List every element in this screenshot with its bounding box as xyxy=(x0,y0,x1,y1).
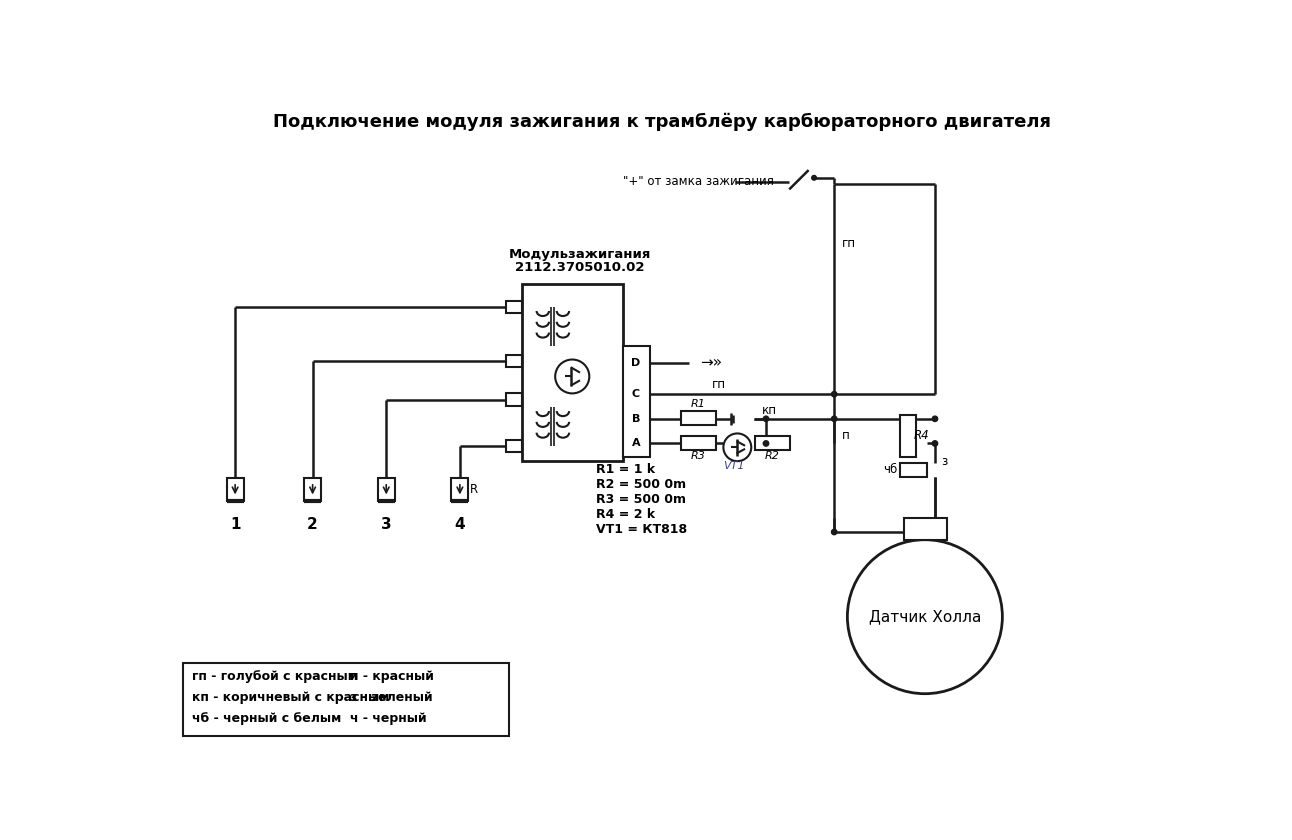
Text: →»: →» xyxy=(700,355,722,370)
Text: R2: R2 xyxy=(765,451,779,461)
Text: п - красный: п - красный xyxy=(350,670,434,683)
Text: з - зеленый: з - зеленый xyxy=(350,691,433,704)
Text: D: D xyxy=(632,358,641,368)
Bar xyxy=(522,284,623,461)
Text: п: п xyxy=(842,429,850,442)
Text: ч - черный: ч - черный xyxy=(350,711,426,725)
Bar xyxy=(681,436,716,449)
Text: R: R xyxy=(470,483,478,496)
Circle shape xyxy=(832,391,837,396)
Text: Модульзажигания: Модульзажигания xyxy=(509,249,651,261)
Bar xyxy=(901,463,928,476)
Text: гп - голубой с красным: гп - голубой с красным xyxy=(193,670,358,683)
Text: R4: R4 xyxy=(913,429,929,442)
Bar xyxy=(304,478,322,501)
Bar xyxy=(451,478,469,501)
Text: гп: гп xyxy=(842,237,857,249)
Bar xyxy=(506,439,522,452)
Circle shape xyxy=(933,441,938,446)
Bar xyxy=(183,663,509,736)
Text: 3: 3 xyxy=(381,517,391,532)
Bar xyxy=(506,393,522,406)
Text: B: B xyxy=(632,414,640,424)
Text: 2112.3705010.02: 2112.3705010.02 xyxy=(516,260,645,274)
Text: чб - черный с белым: чб - черный с белым xyxy=(193,711,342,725)
Circle shape xyxy=(811,176,817,180)
Bar xyxy=(506,301,522,313)
Text: "+" от замка зажигания: "+" от замка зажигания xyxy=(623,176,774,188)
Bar xyxy=(506,354,522,367)
Text: R1 = 1 k
R2 = 500 0m
R3 = 500 0m
R4 = 2 k
VT1 = КТ818: R1 = 1 k R2 = 500 0m R3 = 500 0m R4 = 2 … xyxy=(596,463,686,536)
Circle shape xyxy=(832,529,837,535)
Bar xyxy=(901,415,916,457)
Text: з: з xyxy=(941,454,947,468)
Bar xyxy=(377,478,395,501)
Text: чб: чб xyxy=(884,463,898,476)
Circle shape xyxy=(764,416,769,422)
Bar xyxy=(623,345,650,457)
Circle shape xyxy=(764,441,769,446)
Text: Датчик Холла: Датчик Холла xyxy=(868,609,981,624)
Text: кп - коричневый с красным: кп - коричневый с красным xyxy=(193,691,390,704)
Bar xyxy=(226,478,244,501)
Text: кп: кп xyxy=(762,404,776,417)
Bar xyxy=(755,436,789,449)
Bar xyxy=(904,518,947,540)
Text: 4: 4 xyxy=(455,517,465,532)
Circle shape xyxy=(933,416,938,422)
Bar xyxy=(681,411,716,425)
Text: A: A xyxy=(632,438,640,449)
Circle shape xyxy=(832,416,837,422)
Text: R1: R1 xyxy=(690,399,705,409)
Text: C: C xyxy=(632,389,640,399)
Text: Подключение модуля зажигания к трамблёру карбюраторного двигателя: Подключение модуля зажигания к трамблёру… xyxy=(273,113,1052,132)
Text: гп: гп xyxy=(712,379,726,391)
Text: R3: R3 xyxy=(690,451,705,461)
Text: VT1: VT1 xyxy=(722,461,744,470)
Text: 2: 2 xyxy=(307,517,318,532)
Text: 1: 1 xyxy=(230,517,240,532)
